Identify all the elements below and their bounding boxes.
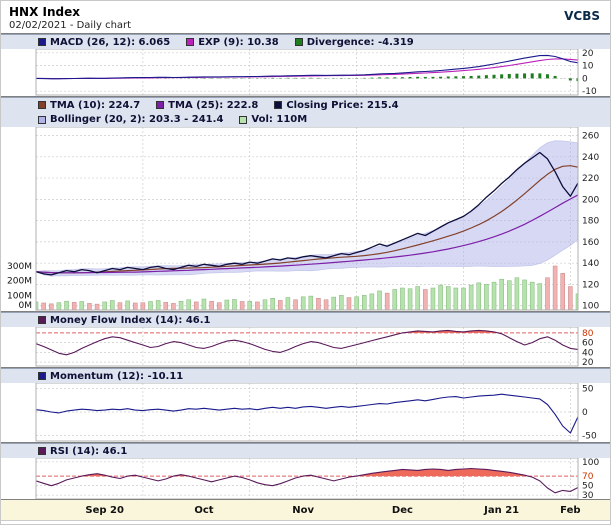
legend-item-bollinger: Bollinger (20, 2): 203.3 - 241.4 bbox=[38, 114, 223, 125]
rsi-swatch-icon bbox=[38, 447, 46, 455]
x-axis-month-label: Oct bbox=[194, 505, 213, 516]
momentum-tick-label: -50 bbox=[582, 431, 597, 441]
divergence-swatch-icon bbox=[294, 38, 303, 46]
rsi-plot bbox=[36, 467, 578, 494]
tma10-swatch-icon bbox=[38, 101, 46, 109]
price-plot bbox=[36, 140, 578, 310]
bollinger-swatch-icon bbox=[38, 115, 46, 124]
price-tick-label: 240 bbox=[582, 153, 599, 163]
mfi-tick-label: 60 bbox=[582, 339, 594, 349]
volume-scale-label: 200M bbox=[7, 277, 32, 287]
momentum-legend-label: Momentum (12): -10.11 bbox=[50, 370, 184, 382]
rsi-legend-label: RSI (14): 46.1 bbox=[50, 445, 128, 457]
macd-legend: MACD (26, 12): 6.065 EXP (9): 10.38 Dive… bbox=[1, 34, 610, 49]
legend-item-closing-price: Closing Price: 215.4 bbox=[274, 99, 399, 111]
mfi-tick-label: 40 bbox=[582, 348, 594, 358]
mfi-swatch-icon bbox=[38, 316, 46, 324]
x-axis-strip bbox=[1, 499, 610, 521]
momentum-tick-label: 50 bbox=[582, 385, 594, 395]
rsi-tick-label: 50 bbox=[582, 482, 594, 492]
legend-item-tma25: TMA (25): 222.8 bbox=[156, 100, 258, 111]
price-tick-label: 100 bbox=[582, 302, 599, 312]
mfi-tick-label: 80 bbox=[582, 329, 594, 339]
closing-price-swatch-icon bbox=[274, 101, 283, 109]
momentum-legend: Momentum (12): -10.11 bbox=[1, 368, 610, 383]
closing-price-legend-label: Closing Price: 215.4 bbox=[286, 99, 399, 111]
legend-item-tma10: TMA (10): 224.7 bbox=[38, 100, 140, 111]
x-axis-month-label: Feb bbox=[560, 505, 580, 516]
bollinger-legend-label: Bollinger (20, 2): 203.3 - 241.4 bbox=[50, 114, 224, 125]
legend-item-exp: EXP (9): 10.38 bbox=[186, 37, 279, 48]
price-tick-label: 180 bbox=[582, 217, 599, 227]
macd-legend-label: MACD (26, 12): 6.065 bbox=[50, 36, 171, 48]
exp-legend-label: EXP (9): 10.38 bbox=[198, 36, 279, 48]
exp-swatch-icon bbox=[186, 38, 195, 46]
volume-scale-label: 300M bbox=[7, 262, 32, 272]
macd-tick-label: 10 bbox=[582, 62, 594, 72]
x-axis-month-label: Nov bbox=[292, 505, 314, 516]
price-tick-label: 220 bbox=[582, 174, 599, 184]
x-axis-month-label: Sep 20 bbox=[85, 505, 124, 516]
macd-tick-label: 20 bbox=[582, 49, 594, 59]
momentum-swatch-icon bbox=[38, 372, 46, 380]
macd-tick-label: -10 bbox=[582, 87, 597, 97]
tma10-legend-label: TMA (10): 224.7 bbox=[50, 99, 141, 111]
price-legend-row1: TMA (10): 224.7 TMA (25): 222.8 Closing … bbox=[1, 97, 610, 112]
legend-item-divergence: Divergence: -4.319 bbox=[294, 36, 414, 48]
macd-plot bbox=[36, 54, 578, 82]
mfi-tick-label: 20 bbox=[582, 358, 594, 368]
rsi-tick-label: 30 bbox=[582, 491, 594, 501]
brand-logo: VCBS bbox=[564, 9, 600, 23]
momentum-plot bbox=[36, 393, 578, 434]
legend-item-mfi: Money Flow Index (14): 46.1 bbox=[38, 315, 211, 326]
rsi-legend: RSI (14): 46.1 bbox=[1, 443, 610, 458]
tma25-legend-label: TMA (25): 222.8 bbox=[168, 99, 259, 111]
mfi-legend: Money Flow Index (14): 46.1 bbox=[1, 312, 610, 327]
rsi-tick-label: 70 bbox=[582, 472, 594, 482]
price-tick-label: 260 bbox=[582, 132, 599, 142]
macd-swatch-icon bbox=[38, 38, 46, 46]
price-tick-label: 120 bbox=[582, 280, 599, 290]
momentum-tick-label: 0 bbox=[582, 408, 588, 418]
macd-tick-label: 0 bbox=[582, 74, 588, 84]
price-tick-label: 160 bbox=[582, 238, 599, 248]
price-tick-label: 200 bbox=[582, 195, 599, 205]
legend-item-rsi: RSI (14): 46.1 bbox=[38, 446, 127, 457]
tma25-swatch-icon bbox=[156, 101, 165, 109]
legend-item-volume: Vol: 110M bbox=[239, 114, 307, 125]
volume-scale-label: 0M bbox=[19, 301, 33, 311]
legend-item-macd: MACD (26, 12): 6.065 bbox=[38, 37, 170, 48]
x-axis-month-label: Jan 21 bbox=[483, 505, 519, 516]
volume-legend-label: Vol: 110M bbox=[251, 114, 308, 125]
rsi-tick-label: 100 bbox=[582, 458, 599, 468]
price-tick-label: 140 bbox=[582, 259, 599, 269]
mfi-plot bbox=[36, 329, 578, 356]
volume-scale-label: 100M bbox=[7, 291, 32, 301]
legend-item-momentum: Momentum (12): -10.11 bbox=[38, 371, 183, 382]
divergence-legend-label: Divergence: -4.319 bbox=[306, 36, 414, 48]
price-legend-row2: Bollinger (20, 2): 203.3 - 241.4 Vol: 11… bbox=[1, 112, 610, 127]
mfi-legend-label: Money Flow Index (14): 46.1 bbox=[50, 314, 211, 326]
volume-swatch-icon bbox=[239, 115, 248, 124]
x-axis-month-label: Dec bbox=[392, 505, 413, 516]
chart-subtitle: 02/02/2021 - Daily chart bbox=[9, 20, 132, 31]
page-title: HNX Index bbox=[9, 5, 80, 19]
